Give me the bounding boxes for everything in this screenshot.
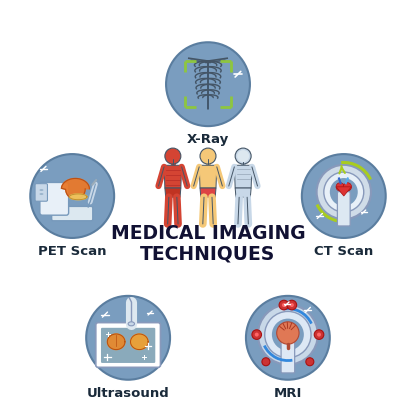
Text: X-Ray: X-Ray <box>187 133 229 146</box>
Circle shape <box>282 303 286 307</box>
Ellipse shape <box>128 322 134 326</box>
Circle shape <box>235 148 251 164</box>
Polygon shape <box>131 334 148 349</box>
Ellipse shape <box>40 193 43 195</box>
Text: Ultrasound: Ultrasound <box>87 387 169 400</box>
Text: MEDICAL IMAGING: MEDICAL IMAGING <box>111 225 305 243</box>
Circle shape <box>200 148 216 164</box>
FancyBboxPatch shape <box>40 183 69 215</box>
FancyBboxPatch shape <box>337 192 350 226</box>
Circle shape <box>306 358 314 366</box>
Circle shape <box>317 165 371 219</box>
FancyBboxPatch shape <box>281 334 295 373</box>
Circle shape <box>302 154 386 238</box>
Circle shape <box>290 303 294 307</box>
Circle shape <box>237 150 249 162</box>
Circle shape <box>336 183 344 191</box>
Text: CT Scan: CT Scan <box>314 245 374 258</box>
Polygon shape <box>336 187 352 196</box>
Circle shape <box>165 148 181 164</box>
Circle shape <box>258 305 318 364</box>
Circle shape <box>324 172 364 212</box>
Polygon shape <box>165 188 181 197</box>
Circle shape <box>265 312 311 358</box>
Circle shape <box>343 183 352 191</box>
Polygon shape <box>235 188 251 197</box>
Ellipse shape <box>40 189 43 191</box>
FancyBboxPatch shape <box>35 183 47 201</box>
FancyBboxPatch shape <box>101 328 155 363</box>
Polygon shape <box>107 334 125 349</box>
Circle shape <box>252 330 262 339</box>
Circle shape <box>255 333 259 337</box>
Polygon shape <box>234 165 252 188</box>
Circle shape <box>330 178 358 206</box>
Circle shape <box>246 296 330 380</box>
Polygon shape <box>199 165 217 188</box>
Polygon shape <box>164 165 182 188</box>
Circle shape <box>279 300 289 310</box>
Text: PET Scan: PET Scan <box>38 245 106 258</box>
Text: TECHNIQUES: TECHNIQUES <box>140 245 276 263</box>
Circle shape <box>262 358 270 366</box>
Polygon shape <box>69 194 87 200</box>
FancyBboxPatch shape <box>96 323 161 367</box>
Text: MRI: MRI <box>274 387 302 400</box>
Circle shape <box>287 300 297 310</box>
Circle shape <box>166 42 250 126</box>
Circle shape <box>317 333 321 337</box>
Circle shape <box>272 319 304 351</box>
FancyBboxPatch shape <box>52 206 93 221</box>
Circle shape <box>30 154 114 238</box>
Polygon shape <box>62 178 89 199</box>
Circle shape <box>86 296 170 380</box>
Circle shape <box>314 330 324 339</box>
Polygon shape <box>200 188 216 197</box>
Circle shape <box>277 322 299 344</box>
